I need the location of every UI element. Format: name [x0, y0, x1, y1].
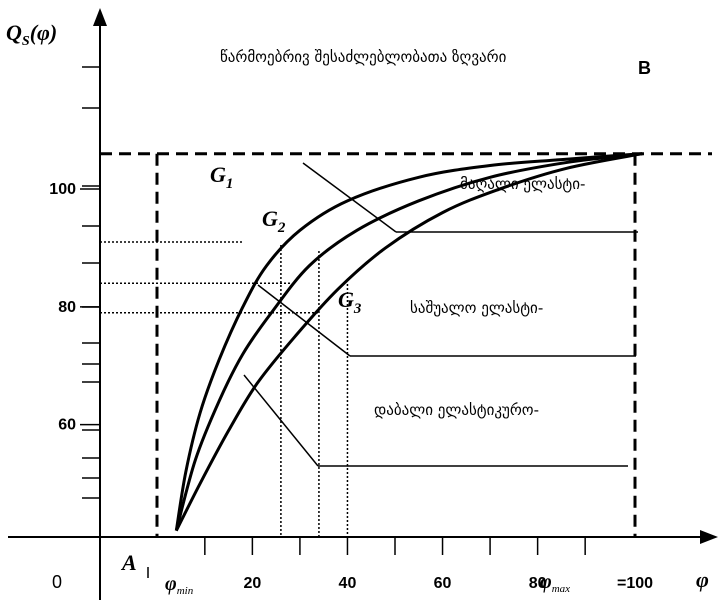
svg-text:φmax: φmax — [540, 571, 570, 595]
x-tick-label: 60 — [434, 575, 452, 592]
series-label-sub: 1 — [226, 176, 234, 192]
annotation-leader — [243, 374, 319, 467]
x-tick-label: =100 — [617, 575, 653, 592]
phi-min-sub: min — [177, 585, 194, 597]
series-label-sub: 3 — [353, 301, 362, 317]
curve-g1 — [174, 152, 643, 531]
y-axis-label: QS(φ) — [6, 20, 57, 49]
phi-max-sub: max — [552, 583, 570, 595]
y-axis-label-q: Q — [6, 20, 22, 45]
y-tick-label: 80 — [58, 299, 76, 316]
point-a-label: A — [120, 550, 149, 578]
x-tick-label: 80 — [529, 575, 547, 592]
svg-text:A: A — [120, 550, 137, 575]
series-label-g2: G2 — [262, 206, 286, 236]
axes — [8, 22, 708, 600]
phi-max-label: φmax — [540, 571, 570, 595]
y-axis-label-rest: (φ) — [30, 20, 58, 45]
annotation-leader — [257, 284, 351, 357]
series-label-letter: G — [338, 287, 354, 312]
series-label-letter: G — [262, 206, 278, 231]
phi-min-symbol: φ — [165, 573, 177, 595]
y-tick-label: 100 — [49, 181, 76, 198]
series-label-sub: 2 — [277, 220, 286, 236]
y-axis-label-sub: S — [22, 34, 30, 49]
origin-label: 0 — [52, 572, 62, 592]
x-tick-label: 40 — [339, 575, 357, 592]
y-tick-label: 60 — [58, 417, 76, 434]
x-axis-label: φ — [696, 567, 709, 592]
phi-min-label: φmin — [165, 573, 194, 597]
curve-g2 — [174, 152, 643, 532]
annotation-label: საშუალო ელასტი- — [410, 299, 543, 317]
phi-max-symbol: φ — [540, 571, 552, 593]
svg-text:QS(φ): QS(φ) — [6, 20, 57, 49]
annotation-leader — [302, 162, 397, 233]
x-axis-arrow — [700, 530, 718, 544]
y-axis-arrow — [93, 8, 107, 26]
frontier-title: წარმოებრივ შესაძლებლობათა ზღვარი — [220, 48, 507, 66]
curve-g3 — [174, 152, 643, 532]
point-b-label: B — [638, 58, 651, 78]
annotation-label: მაღალი ელასტი- — [460, 175, 585, 193]
svg-text:φmin: φmin — [165, 573, 194, 597]
series-label-g3: G3 — [338, 287, 362, 317]
series-label-g1: G1 — [210, 162, 233, 192]
x-tick-label: 20 — [243, 575, 261, 592]
annotation-label: დაბალი ელასტიკურო- — [374, 401, 539, 419]
series-label-letter: G — [210, 162, 226, 187]
